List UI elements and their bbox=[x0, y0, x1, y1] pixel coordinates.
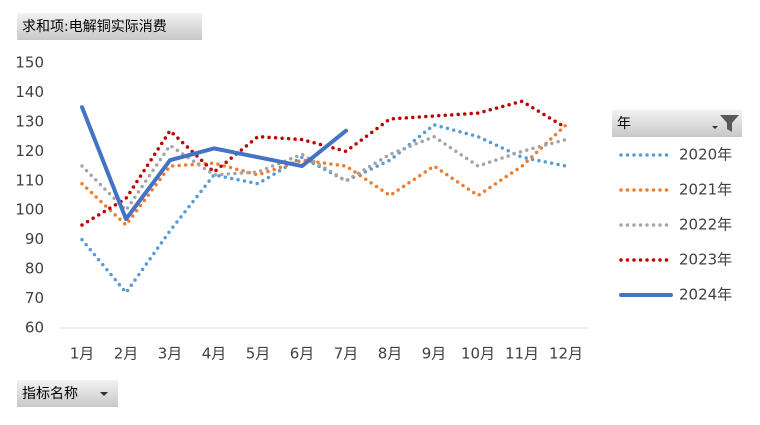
legend-field-button[interactable] bbox=[612, 110, 742, 137]
x-tick-label: 3月 bbox=[158, 345, 183, 363]
dropdown-arrow bbox=[100, 392, 108, 396]
y-tick-label: 110 bbox=[15, 171, 44, 189]
series-line bbox=[80, 99, 568, 227]
y-tick-label: 80 bbox=[25, 260, 44, 278]
y-tick-label: 90 bbox=[25, 230, 44, 248]
filter-field-button[interactable] bbox=[17, 380, 118, 407]
y-tick-label: 130 bbox=[15, 112, 44, 130]
series-line bbox=[80, 134, 568, 212]
x-tick-label: 9月 bbox=[422, 345, 447, 363]
field-button[interactable] bbox=[17, 13, 202, 40]
y-tick-label: 70 bbox=[25, 289, 44, 307]
x-tick-label: 4月 bbox=[202, 345, 227, 363]
legend-label: 2022年 bbox=[679, 216, 732, 234]
legend-title: 年 bbox=[617, 116, 631, 132]
x-tick-label: 7月 bbox=[334, 345, 359, 363]
legend-label: 2023年 bbox=[679, 251, 732, 269]
x-tick-label: 5月 bbox=[246, 345, 271, 363]
legend-label: 2020年 bbox=[679, 146, 732, 164]
y-tick-label: 140 bbox=[15, 83, 44, 101]
legend-label: 2021年 bbox=[679, 181, 732, 199]
x-tick-label: 2月 bbox=[114, 345, 139, 363]
x-tick-label: 1月 bbox=[70, 345, 95, 363]
dropdown-arrow bbox=[712, 126, 718, 129]
x-tick-label: 6月 bbox=[290, 345, 315, 363]
filter-icon bbox=[720, 115, 739, 132]
filter-button-label: 指标名称 bbox=[22, 386, 78, 402]
series-line bbox=[80, 123, 568, 227]
series-line bbox=[80, 105, 348, 222]
y-tick-label: 60 bbox=[25, 319, 44, 337]
x-tick-label: 12月 bbox=[549, 345, 583, 363]
legend-label: 2024年 bbox=[679, 286, 732, 304]
x-tick-label: 11月 bbox=[505, 345, 539, 363]
chart-title: 求和项:电解铜实际消费 bbox=[22, 19, 167, 35]
x-tick-label: 8月 bbox=[378, 345, 403, 363]
y-tick-label: 120 bbox=[15, 142, 44, 160]
x-tick-label: 10月 bbox=[461, 345, 495, 363]
y-tick-label: 150 bbox=[15, 54, 44, 72]
y-tick-label: 100 bbox=[15, 201, 44, 219]
